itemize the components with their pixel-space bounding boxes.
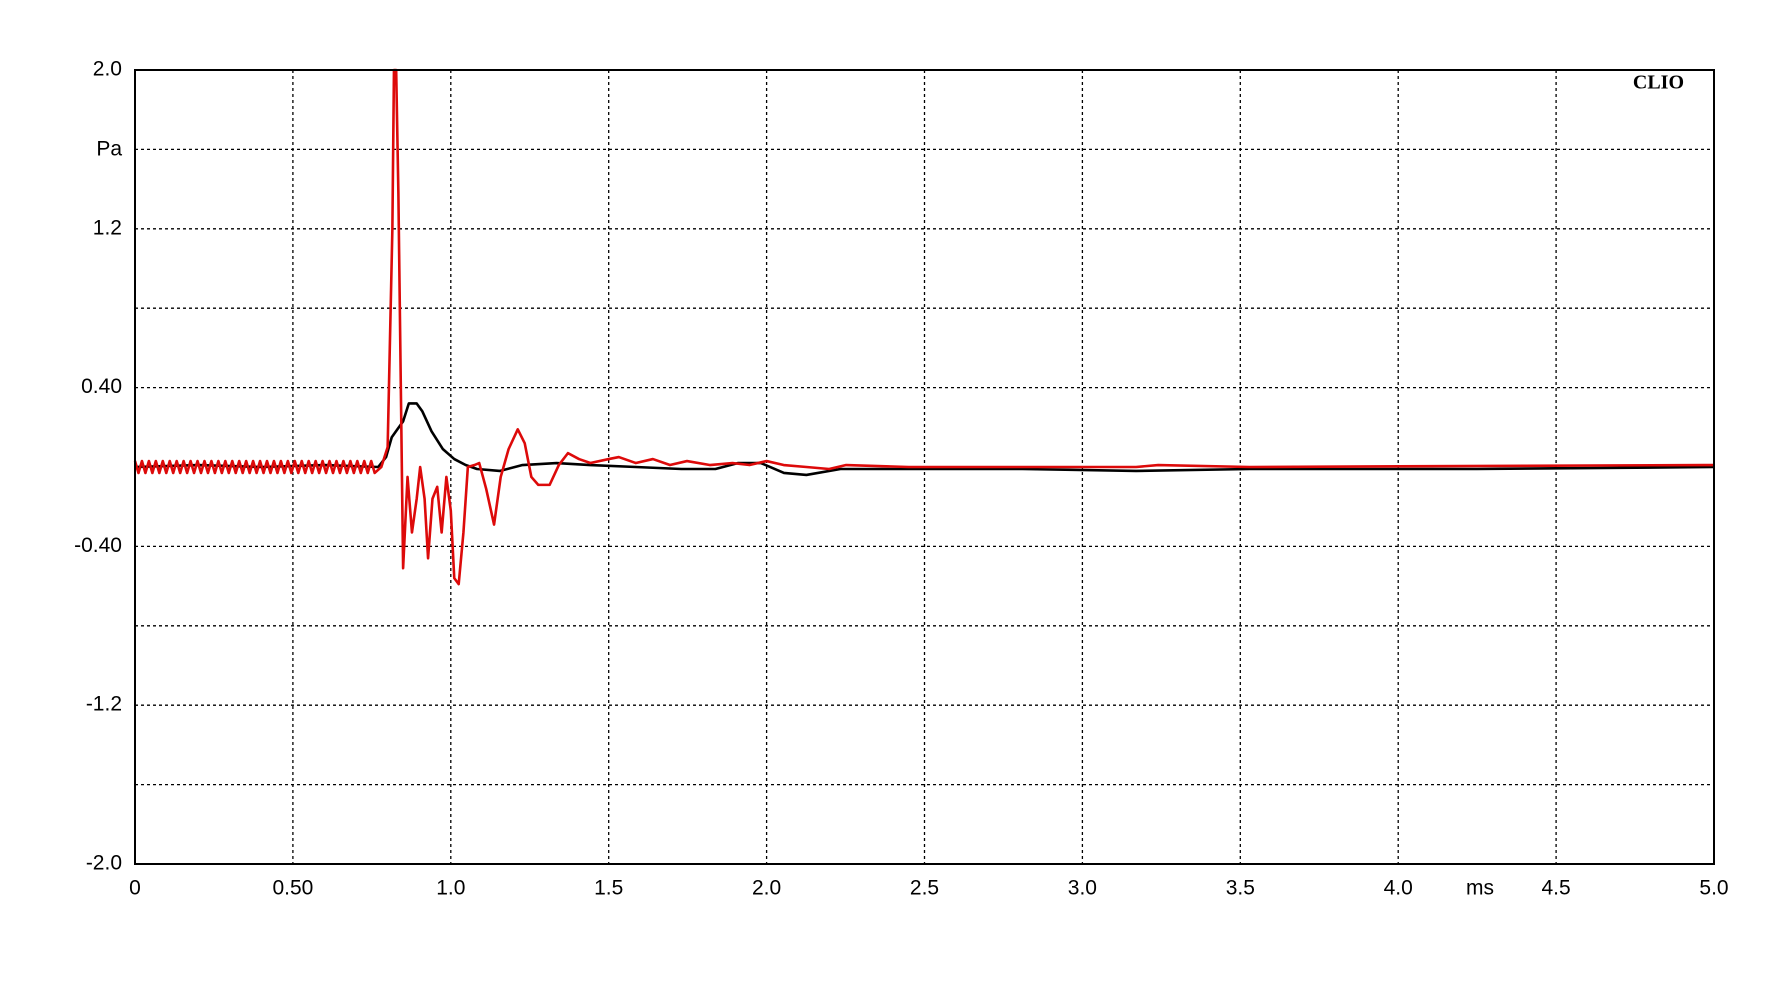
x-axis-label: ms bbox=[1466, 877, 1494, 900]
x-tick-label: 3.5 bbox=[1226, 877, 1255, 900]
x-tick-label: 1.5 bbox=[594, 877, 623, 900]
y-tick-label: 2.0 bbox=[93, 58, 122, 81]
x-tick-label: 1.0 bbox=[436, 877, 465, 900]
y-tick-label: -0.40 bbox=[74, 534, 122, 557]
plot-lines bbox=[133, 68, 1715, 586]
x-tick-label: 2.5 bbox=[910, 877, 939, 900]
x-tick-label: 5.0 bbox=[1699, 877, 1728, 900]
x-tick-label: 0 bbox=[129, 877, 141, 900]
x-tick-label: 2.0 bbox=[752, 877, 781, 900]
y-tick-label: 1.2 bbox=[93, 216, 122, 239]
x-tick-label: 0.50 bbox=[272, 877, 313, 900]
x-tick-label: 4.0 bbox=[1384, 877, 1413, 900]
x-tick-label: 4.5 bbox=[1541, 877, 1570, 900]
tick-labels: 0 0.50 1.0 1.5 2.0 2.5 3.0 3.5 4.0 4.5 5.0 -2.0 -1.2… bbox=[74, 58, 1728, 900]
y-tick-label: -1.2 bbox=[86, 693, 122, 716]
annotation: CLIO bbox=[1633, 72, 1684, 94]
series-line bbox=[133, 68, 1714, 586]
series-line bbox=[134, 402, 1715, 477]
y-tick-label: 0.40 bbox=[81, 375, 122, 398]
x-tick-label: 3.0 bbox=[1068, 877, 1097, 900]
y-tick-label: -2.0 bbox=[86, 852, 122, 875]
plot-frame bbox=[134, 69, 1715, 865]
y-axis-label: Pa bbox=[96, 138, 122, 161]
